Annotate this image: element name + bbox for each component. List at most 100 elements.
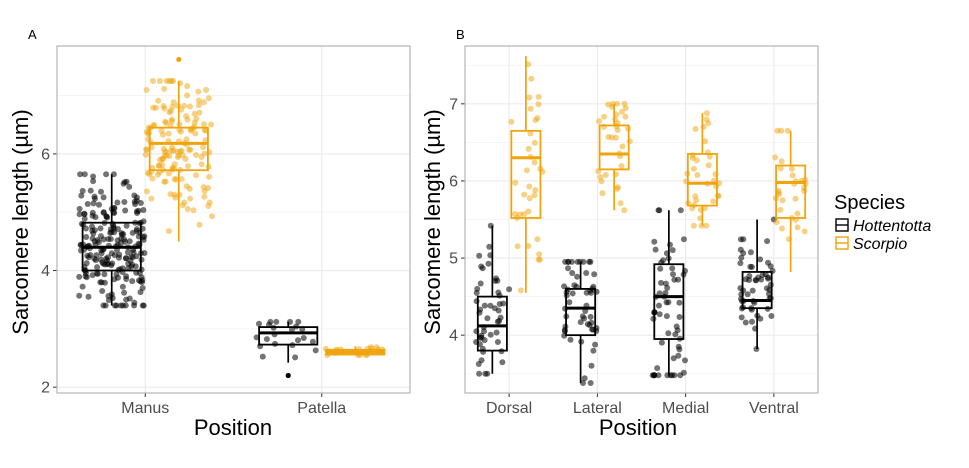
data-point bbox=[76, 211, 83, 218]
data-point bbox=[493, 329, 500, 336]
data-point bbox=[779, 225, 785, 232]
data-point bbox=[526, 195, 533, 202]
data-point bbox=[703, 222, 710, 229]
data-point bbox=[658, 279, 664, 286]
data-point bbox=[476, 370, 483, 377]
data-point bbox=[655, 372, 662, 379]
data-point bbox=[139, 302, 146, 309]
panel-b-x-tick-label-lateral: Lateral bbox=[573, 400, 622, 417]
data-point bbox=[96, 201, 102, 208]
data-point bbox=[97, 225, 104, 232]
data-point bbox=[187, 103, 193, 110]
data-point bbox=[525, 243, 532, 249]
data-point bbox=[122, 207, 129, 214]
box-iqr bbox=[148, 126, 209, 172]
data-point bbox=[692, 126, 699, 132]
legend-title: Species bbox=[834, 192, 905, 214]
data-point bbox=[757, 256, 764, 263]
panel-b-x-axis-title: Position bbox=[599, 415, 677, 440]
panel-b-x-tick-label-dorsal: Dorsal bbox=[486, 400, 532, 417]
data-point bbox=[81, 215, 88, 222]
outlier-point bbox=[176, 56, 182, 63]
data-point bbox=[184, 163, 191, 170]
data-point bbox=[109, 295, 116, 302]
legend: Species Hottentotta Scorpio bbox=[834, 192, 931, 253]
data-point bbox=[705, 120, 712, 127]
data-point bbox=[566, 299, 573, 306]
data-point bbox=[777, 165, 784, 172]
data-point bbox=[300, 335, 307, 341]
data-point bbox=[494, 339, 501, 345]
data-point bbox=[187, 195, 194, 202]
data-point bbox=[591, 271, 598, 278]
data-point bbox=[677, 207, 684, 214]
data-point bbox=[195, 88, 202, 95]
data-point bbox=[184, 206, 191, 212]
data-point bbox=[663, 299, 670, 306]
data-point bbox=[693, 197, 700, 204]
data-point bbox=[764, 238, 771, 245]
data-point bbox=[792, 195, 799, 202]
panel-a-box-scorpio-patella bbox=[322, 344, 386, 359]
data-point bbox=[159, 161, 166, 168]
data-point bbox=[596, 118, 603, 125]
data-point bbox=[191, 110, 198, 117]
data-point bbox=[702, 138, 709, 145]
data-point bbox=[193, 152, 199, 158]
data-point bbox=[196, 102, 202, 109]
data-point bbox=[98, 250, 105, 257]
data-point bbox=[171, 161, 178, 168]
panel-b-box-scorpio-medial bbox=[683, 110, 723, 229]
data-point bbox=[508, 118, 515, 125]
data-point bbox=[163, 78, 170, 84]
data-point bbox=[81, 171, 88, 178]
data-point bbox=[85, 293, 92, 300]
data-point bbox=[148, 195, 155, 202]
data-point bbox=[206, 199, 213, 206]
data-point bbox=[675, 276, 682, 283]
data-point bbox=[89, 223, 95, 230]
data-point bbox=[82, 273, 89, 280]
data-point bbox=[83, 234, 90, 240]
data-point bbox=[200, 184, 207, 191]
legend-label-hottentotta: Hottentotta bbox=[853, 218, 931, 235]
data-point bbox=[656, 290, 663, 297]
box-iqr bbox=[476, 295, 508, 352]
data-point bbox=[474, 285, 481, 292]
data-point bbox=[184, 83, 191, 90]
data-point bbox=[200, 144, 207, 151]
data-point bbox=[78, 192, 85, 199]
data-point bbox=[677, 372, 684, 379]
data-point bbox=[173, 176, 180, 183]
data-point bbox=[178, 176, 185, 182]
data-point bbox=[794, 210, 801, 217]
data-point bbox=[137, 278, 144, 285]
data-point bbox=[141, 233, 148, 240]
data-point bbox=[662, 290, 669, 296]
data-point bbox=[649, 372, 656, 379]
data-point bbox=[665, 330, 672, 337]
data-point bbox=[162, 118, 169, 125]
data-point bbox=[103, 255, 110, 262]
data-point bbox=[84, 252, 91, 259]
data-point bbox=[92, 257, 99, 264]
data-point bbox=[658, 339, 665, 346]
data-point bbox=[209, 213, 215, 220]
data-point bbox=[586, 322, 593, 328]
data-point bbox=[534, 236, 541, 243]
data-point bbox=[168, 78, 175, 84]
panel-a-tag: A bbox=[28, 27, 37, 42]
data-point bbox=[769, 267, 776, 274]
panel-b-y-tick-label: 6 bbox=[449, 173, 458, 190]
panel-a-x-tick-label-manus: Manus bbox=[121, 400, 169, 417]
data-point bbox=[587, 380, 594, 386]
data-point bbox=[111, 210, 118, 216]
data-point bbox=[98, 188, 104, 195]
data-point bbox=[535, 101, 542, 108]
data-point bbox=[738, 314, 745, 321]
data-point bbox=[133, 228, 140, 234]
data-point bbox=[76, 205, 83, 212]
data-point bbox=[165, 130, 172, 137]
data-point bbox=[111, 204, 118, 211]
data-point bbox=[161, 105, 168, 112]
